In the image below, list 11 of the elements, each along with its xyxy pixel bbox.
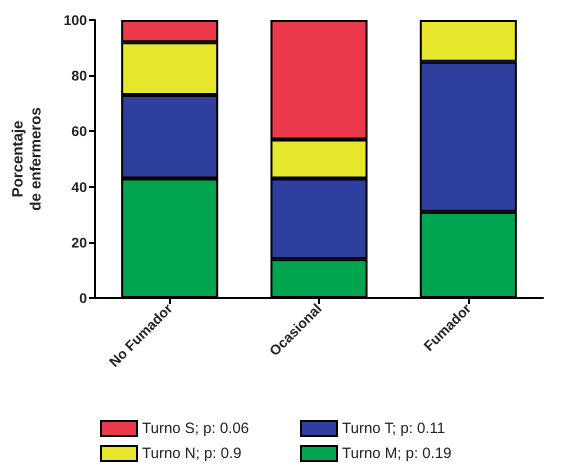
legend-label: Turno M; p: 0.19: [342, 445, 452, 462]
y-tick-label: 40: [71, 178, 88, 195]
y-tick-label: 0: [79, 290, 88, 306]
y-tick-label: 60: [71, 123, 88, 140]
y-tick-label: 100: [64, 12, 88, 28]
y-axis-title: Porcentaje de enfermeros: [10, 107, 44, 211]
legend-label: Turno N; p: 0.9: [142, 445, 242, 462]
legend-label: Turno S; p: 0.06: [142, 420, 250, 437]
y-tick-label: 80: [71, 68, 88, 84]
legend-label: Turno T; p: 0.11: [342, 420, 446, 437]
y-tick-label: 20: [71, 234, 88, 250]
